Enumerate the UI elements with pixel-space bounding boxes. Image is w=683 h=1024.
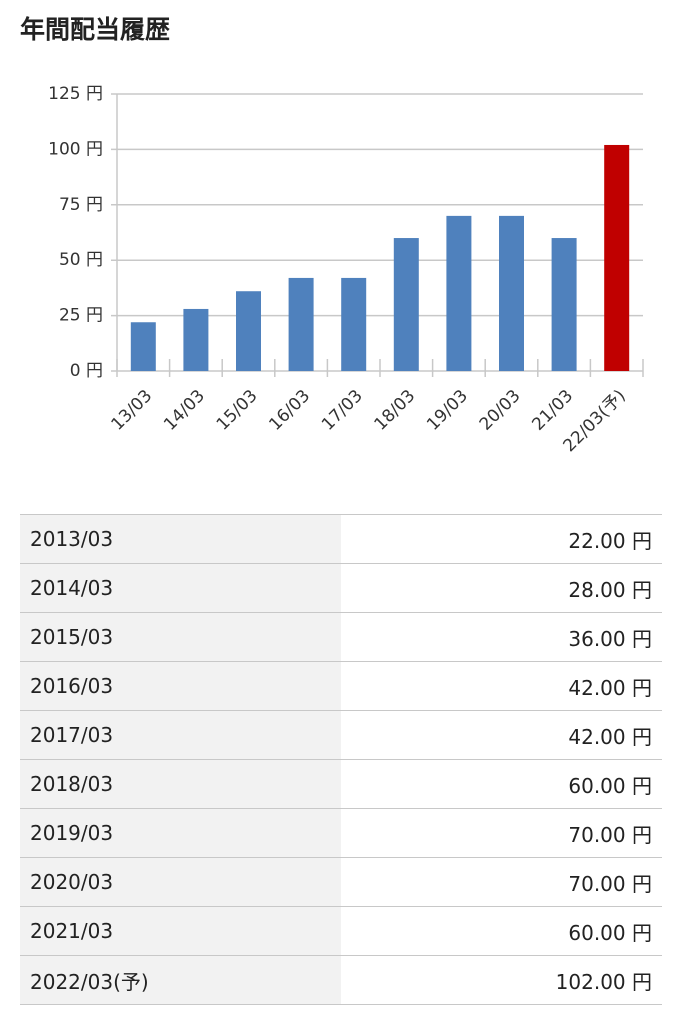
- x-tick-label: 14/03: [160, 386, 209, 435]
- period-cell: 2016/03: [20, 661, 341, 711]
- dividend-cell: 70.00 円: [341, 857, 662, 907]
- period-cell: 2020/03: [20, 857, 341, 907]
- period-cell: 2021/03: [20, 906, 341, 956]
- y-tick-label: 100 円: [48, 139, 103, 159]
- x-tick-label: 16/03: [265, 386, 314, 435]
- bar: [446, 215, 472, 371]
- bar: [604, 144, 630, 371]
- x-tick-label: 13/03: [108, 386, 157, 435]
- dividend-cell: 60.00 円: [341, 906, 662, 956]
- period-cell: 2015/03: [20, 612, 341, 662]
- x-tick-label: 17/03: [318, 386, 367, 435]
- table-row: 2016/03 42.00 円: [20, 661, 662, 711]
- page-title: 年間配当履歴: [20, 15, 171, 44]
- y-tick-label: 125 円: [48, 84, 103, 104]
- period-cell: 2022/03(予): [20, 955, 341, 1005]
- table-row: 2018/03 60.00 円: [20, 759, 662, 809]
- chart: 0 円 25 円 50 円 75 円 100 円 125 円 13/03 14/03 15/03…: [48, 84, 644, 456]
- table-row: 2021/03 60.00 円: [20, 906, 662, 956]
- bar: [236, 291, 261, 371]
- table-row: 2017/03 42.00 円: [20, 710, 662, 760]
- y-tick-label: 75 円: [59, 195, 103, 215]
- table-row: 2013/03 22.00 円: [20, 514, 662, 564]
- table-row: 2022/03(予) 102.00 円: [20, 955, 662, 1005]
- y-tick-label: 0 円: [70, 361, 103, 381]
- bar: [499, 215, 524, 371]
- table-row: 2019/03 70.00 円: [20, 808, 662, 858]
- x-tick-label: 15/03: [213, 386, 262, 435]
- table-row: 2014/03 28.00 円: [20, 563, 662, 613]
- dividend-cell: 28.00 円: [341, 563, 662, 613]
- bar: [551, 238, 577, 371]
- dividend-table: 2013/03 22.00 円 2014/03 28.00 円 2015/03 36.00…: [20, 514, 662, 1005]
- x-tick-label: 20/03: [476, 386, 525, 435]
- dividend-cell: 42.00 円: [341, 661, 662, 711]
- period-cell: 2019/03: [20, 808, 341, 858]
- x-tick-label: 21/03: [528, 386, 577, 435]
- dividend-cell: 70.00 円: [341, 808, 662, 858]
- x-tick-label: 19/03: [423, 386, 472, 435]
- x-tick-label: 18/03: [371, 386, 420, 435]
- dividend-cell: 36.00 円: [341, 612, 662, 662]
- bar: [341, 277, 367, 371]
- bar: [183, 308, 209, 371]
- bar: [288, 277, 314, 371]
- dividend-cell: 102.00 円: [341, 955, 662, 1005]
- dividend-cell: 60.00 円: [341, 759, 662, 809]
- dividend-cell: 22.00 円: [341, 514, 662, 564]
- period-cell: 2013/03: [20, 514, 341, 564]
- bar: [130, 322, 156, 371]
- period-cell: 2014/03: [20, 563, 341, 613]
- y-tick-label: 50 円: [59, 250, 103, 270]
- bar: [393, 238, 419, 371]
- period-cell: 2017/03: [20, 710, 341, 760]
- y-tick-label: 25 円: [59, 306, 103, 326]
- table-row: 2015/03 36.00 円: [20, 612, 662, 662]
- table-row: 2020/03 70.00 円: [20, 857, 662, 907]
- dividend-cell: 42.00 円: [341, 710, 662, 760]
- period-cell: 2018/03: [20, 759, 341, 809]
